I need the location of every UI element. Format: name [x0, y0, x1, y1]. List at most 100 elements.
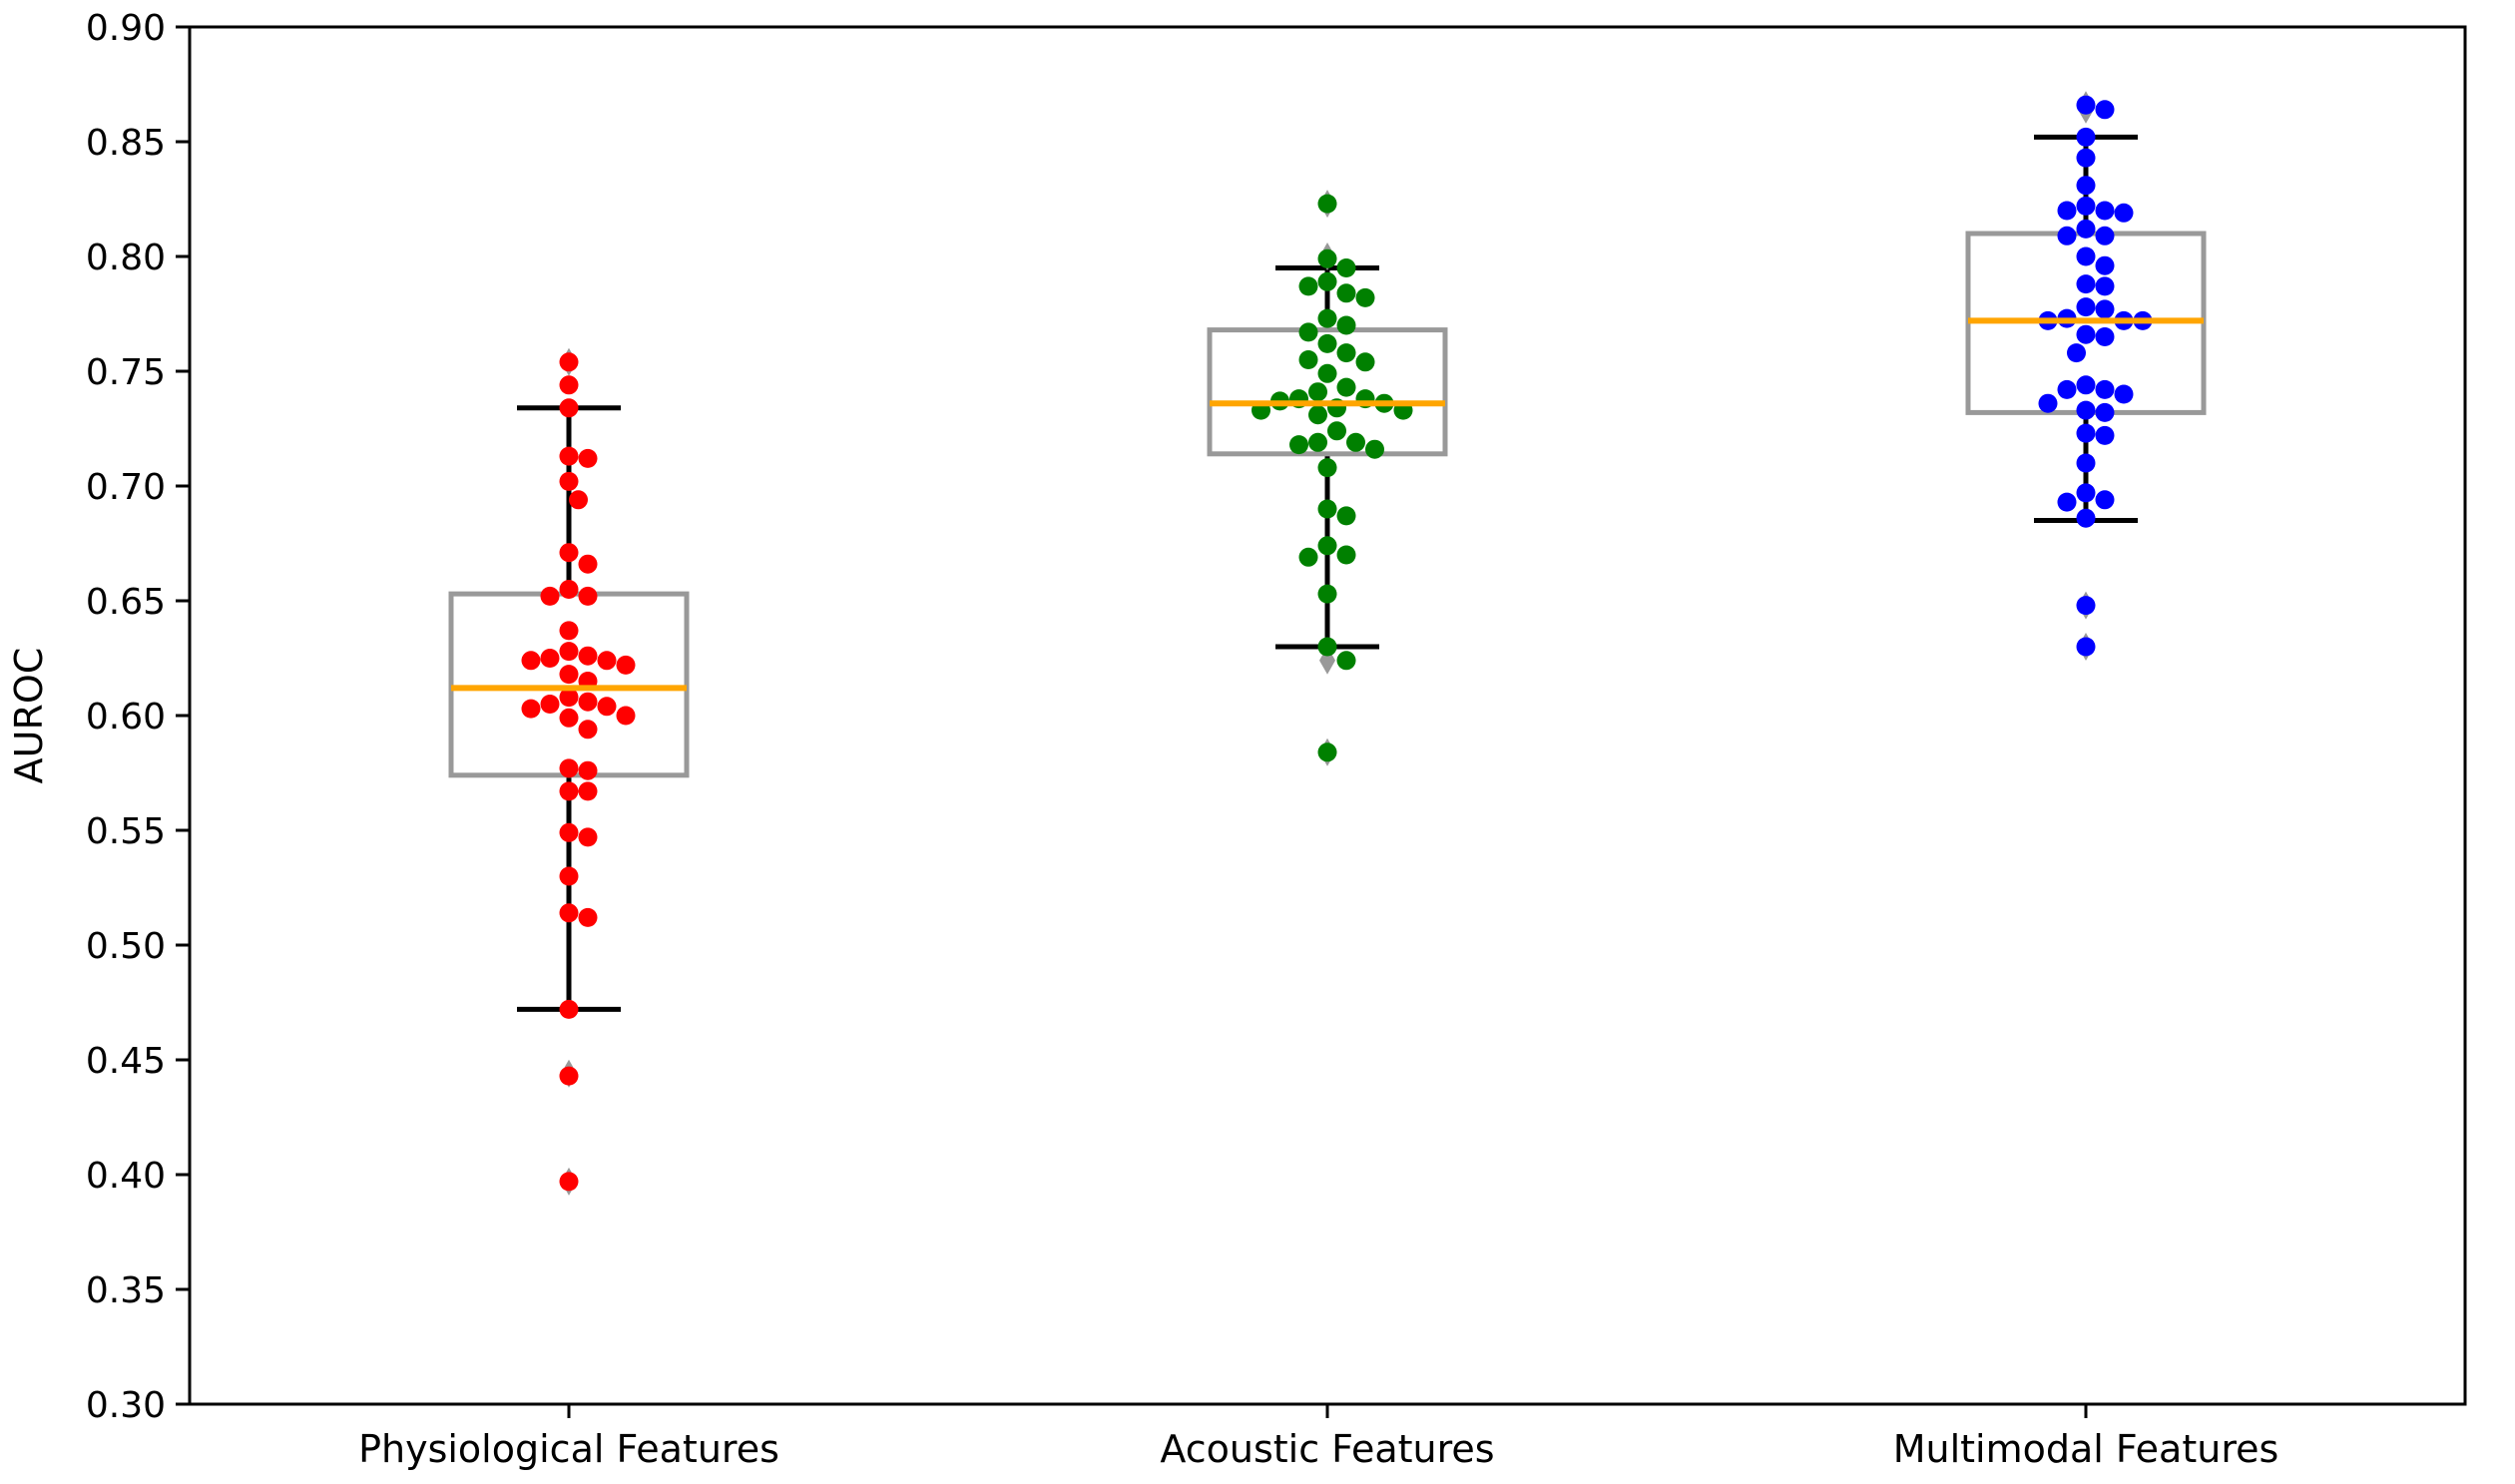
data-point	[2057, 226, 2077, 246]
data-point	[1336, 343, 1356, 363]
data-point	[1317, 248, 1337, 268]
data-point	[1308, 405, 1327, 425]
data-point	[1308, 382, 1327, 402]
data-point	[2076, 375, 2096, 395]
y-axis-title: AUROC	[7, 648, 51, 784]
data-point	[2076, 508, 2096, 528]
y-tick-label: 0.90	[86, 8, 166, 49]
y-tick-label: 0.65	[86, 582, 166, 623]
data-point	[597, 697, 617, 717]
box-group-3	[1965, 91, 2207, 661]
data-point	[1289, 435, 1308, 455]
y-tick-label: 0.35	[86, 1270, 166, 1311]
data-point	[2076, 596, 2096, 616]
y-tick-label: 0.50	[86, 926, 166, 967]
y-tick-label: 0.75	[86, 352, 166, 393]
data-point	[559, 758, 579, 778]
data-point	[2095, 255, 2115, 275]
data-point	[2114, 203, 2134, 223]
data-point	[1298, 350, 1318, 369]
data-point	[1327, 421, 1346, 441]
data-point	[2095, 425, 2115, 445]
data-point	[2076, 423, 2096, 443]
data-point	[559, 781, 579, 801]
data-point	[1317, 637, 1337, 657]
y-tick-label: 0.70	[86, 467, 166, 508]
y-tick-label: 0.60	[86, 697, 166, 738]
data-point	[569, 490, 588, 510]
data-point	[521, 651, 541, 671]
data-point	[2076, 483, 2096, 503]
data-point	[1317, 363, 1337, 383]
y-tick-label: 0.55	[86, 811, 166, 852]
data-point	[1346, 432, 1365, 452]
data-point	[578, 781, 598, 801]
data-point	[540, 586, 560, 606]
data-point	[578, 646, 598, 666]
x-category-label: Acoustic Features	[1160, 1427, 1494, 1471]
data-point	[1317, 458, 1337, 478]
data-point	[2057, 379, 2077, 399]
data-point	[1317, 194, 1337, 214]
data-point	[1336, 258, 1356, 277]
data-point	[2076, 274, 2096, 294]
data-point	[1336, 283, 1356, 303]
iqr-box	[1207, 327, 1448, 457]
data-point	[597, 651, 617, 671]
data-point	[2076, 95, 2096, 115]
iqr-box	[448, 591, 690, 778]
data-point	[2057, 201, 2077, 221]
data-point	[1365, 439, 1384, 459]
data-point	[559, 446, 579, 466]
data-point	[521, 699, 541, 719]
data-point	[1336, 315, 1356, 335]
data-point	[1317, 333, 1337, 353]
data-point	[2114, 384, 2134, 404]
box-group-2	[1207, 190, 1448, 766]
data-point	[559, 688, 579, 708]
data-point	[2067, 343, 2086, 363]
data-point	[2095, 276, 2115, 296]
data-point	[1336, 377, 1356, 397]
y-tick-label: 0.85	[86, 123, 166, 164]
data-point	[1317, 271, 1337, 291]
data-point	[578, 827, 598, 847]
data-point	[559, 621, 579, 641]
data-point	[1298, 547, 1318, 567]
data-point	[1317, 536, 1337, 556]
data-point	[2076, 400, 2096, 420]
data-point	[2095, 379, 2115, 399]
data-point	[2095, 226, 2115, 246]
data-point	[1317, 742, 1337, 762]
data-point	[2076, 247, 2096, 266]
data-point	[2057, 492, 2077, 512]
data-point	[616, 655, 636, 675]
data-point	[559, 375, 579, 395]
data-point	[559, 543, 579, 563]
data-point	[1317, 308, 1337, 328]
data-point	[2038, 393, 2058, 413]
plot-marks	[448, 91, 2207, 1196]
data-point	[2076, 637, 2096, 657]
data-point	[1355, 352, 1375, 372]
data-point	[2095, 299, 2115, 319]
data-point	[2076, 324, 2096, 344]
data-point	[2095, 402, 2115, 422]
data-point	[2095, 201, 2115, 221]
data-point	[578, 720, 598, 740]
data-point	[578, 907, 598, 927]
axes: 0.30 0.35 0.40 0.45 0.50 0.55 0.60 0.65 0.70 0.75…	[86, 8, 2467, 1471]
y-tick-label: 0.80	[86, 238, 166, 278]
data-point	[559, 999, 579, 1019]
data-point	[2095, 100, 2115, 120]
data-point	[2076, 219, 2096, 239]
data-point	[578, 760, 598, 780]
data-point	[2076, 453, 2096, 473]
data-point	[559, 580, 579, 599]
data-point	[1298, 276, 1318, 296]
data-point	[578, 554, 598, 574]
data-point	[559, 642, 579, 662]
data-point	[559, 866, 579, 886]
data-point	[559, 352, 579, 372]
